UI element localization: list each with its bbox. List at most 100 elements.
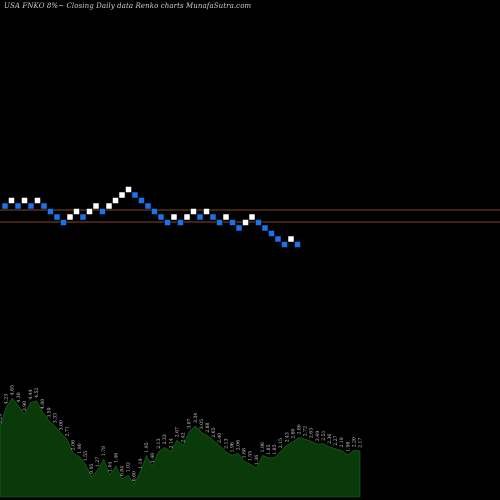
volume-data-label: 1.78 — [101, 446, 107, 456]
renko-brick-up — [242, 219, 249, 226]
volume-data-label: 2.51 — [321, 430, 327, 440]
renko-brick-down — [138, 197, 145, 204]
volume-data-label: 3.34 — [193, 413, 199, 423]
volume-data-label: 3.07 — [187, 418, 193, 428]
volume-data-label: 1.46 — [150, 453, 156, 463]
renko-brick-down — [79, 213, 87, 221]
renko-brick-down — [235, 224, 243, 232]
renko-brick-down — [229, 219, 236, 226]
volume-data-label: 1.04 — [107, 462, 113, 472]
volume-data-label: 2.40 — [217, 433, 223, 443]
renko-brick-up — [105, 202, 113, 210]
volume-data-label: 2.06 — [236, 440, 242, 450]
renko-brick-up — [73, 208, 80, 215]
volume-data-label: 3.05 — [199, 419, 205, 429]
volume-data-label: 2.67 — [174, 427, 180, 437]
volume-data-label: 1.19 — [138, 458, 144, 468]
volume-data-label: 2.15 — [278, 438, 284, 448]
volume-data-label: 1.46 — [113, 453, 119, 463]
renko-brick-up — [8, 197, 15, 204]
renko-brick-down — [131, 191, 139, 199]
volume-data-label: 2.42 — [181, 432, 187, 442]
renko-brick-down — [40, 202, 48, 210]
chart-title: USA FNKO 8%~ Closing Daily data Renko ch… — [4, 2, 252, 10]
volume-data-label: 1.36 — [254, 455, 260, 465]
volume-area — [0, 397, 361, 498]
renko-brick-down — [196, 213, 204, 221]
renko-brick-down — [144, 202, 152, 210]
renko-brick-down — [27, 202, 35, 210]
renko-brick-up — [125, 186, 132, 193]
renko-brick-down — [164, 219, 171, 226]
volume-data-label: 1.02 — [126, 462, 132, 472]
renko-brick-down — [53, 213, 61, 221]
volume-data-label: 2.13 — [156, 438, 162, 448]
renko-brick-up — [170, 213, 178, 221]
volume-data-label: 3.29 — [0, 414, 4, 424]
volume-data-label: 1.98 — [345, 442, 351, 452]
volume-data-label: 1.68 — [242, 448, 248, 458]
volume-data-label: 3.00 — [59, 420, 65, 430]
volume-data-label: 4.00 — [40, 399, 46, 409]
volume-data-label: 2.88 — [205, 422, 211, 432]
renko-brick-down — [1, 202, 9, 210]
renko-brick-down — [216, 219, 223, 226]
volume-data-label: 2.36 — [327, 434, 333, 444]
volume-data-label: 1.55 — [248, 451, 254, 461]
renko-brick-up — [248, 213, 256, 221]
volume-data-label: 4.30 — [16, 392, 22, 402]
volume-data-label: 2.43 — [284, 432, 290, 442]
renko-brick-up — [92, 202, 100, 210]
volume-data-label: 1.96 — [229, 442, 235, 452]
renko-bricks-layer — [1, 186, 301, 248]
volume-data-label: 2.65 — [211, 427, 217, 437]
volume-data-label: 2.13 — [223, 438, 229, 448]
volume-data-label: 2.60 — [290, 428, 296, 438]
volume-data-label: 1.85 — [266, 444, 272, 454]
renko-brick-down — [151, 208, 158, 215]
volume-data-label: 2.17 — [358, 438, 364, 448]
level-lines-layer — [0, 209, 500, 223]
renko-brick-up — [190, 208, 197, 215]
volume-data-label: 2.27 — [333, 435, 339, 445]
volume-data-label: 1.55 — [83, 451, 89, 461]
volume-data-label: 0.84 — [120, 466, 126, 476]
volume-area-layer: 3.29 4.234.654.303.904.44 4.524.003.593.33… — [0, 385, 364, 498]
renko-brick-down — [261, 224, 269, 232]
volume-data-label: 3.59 — [46, 407, 52, 417]
renko-brick-down — [294, 241, 301, 248]
renko-brick-down — [281, 241, 288, 248]
volume-data-label: 2.71 — [65, 426, 71, 436]
renko-brick-down — [14, 202, 22, 210]
renko-brick-up — [118, 191, 126, 199]
renko-brick-down — [274, 235, 282, 243]
renko-brick-up — [86, 208, 93, 215]
volume-data-label: 0.60 — [132, 471, 138, 481]
renko-brick-down — [268, 230, 275, 237]
renko-brick-down — [47, 208, 54, 215]
renko-brick-down — [209, 213, 217, 221]
renko-brick-down — [60, 219, 67, 226]
volume-data-label: 2.19 — [339, 437, 345, 447]
volume-data-label: 2.49 — [315, 431, 321, 441]
volume-data-label: 4.44 — [28, 389, 34, 399]
renko-brick-up — [66, 213, 74, 221]
volume-data-label: 3.33 — [52, 413, 58, 423]
renko-brick-up — [34, 197, 41, 204]
volume-data-label: 4.65 — [10, 385, 16, 395]
renko-brick-up — [112, 197, 119, 204]
volume-data-label: 1.27 — [95, 457, 101, 467]
renko-brick-down — [255, 219, 262, 226]
volume-data-label: 2.63 — [309, 428, 315, 438]
renko-brick-up — [21, 197, 28, 204]
volume-data-label: 1.85 — [272, 444, 278, 454]
volume-data-label: 2.20 — [351, 437, 357, 447]
volume-data-label: 1.96 — [260, 442, 266, 452]
volume-data-label: 2.06 — [71, 440, 77, 450]
volume-data-label: 2.14 — [168, 438, 174, 448]
volume-data-label: 2.33 — [162, 434, 168, 444]
renko-brick-up — [287, 235, 295, 243]
renko-brick-down — [177, 219, 184, 226]
